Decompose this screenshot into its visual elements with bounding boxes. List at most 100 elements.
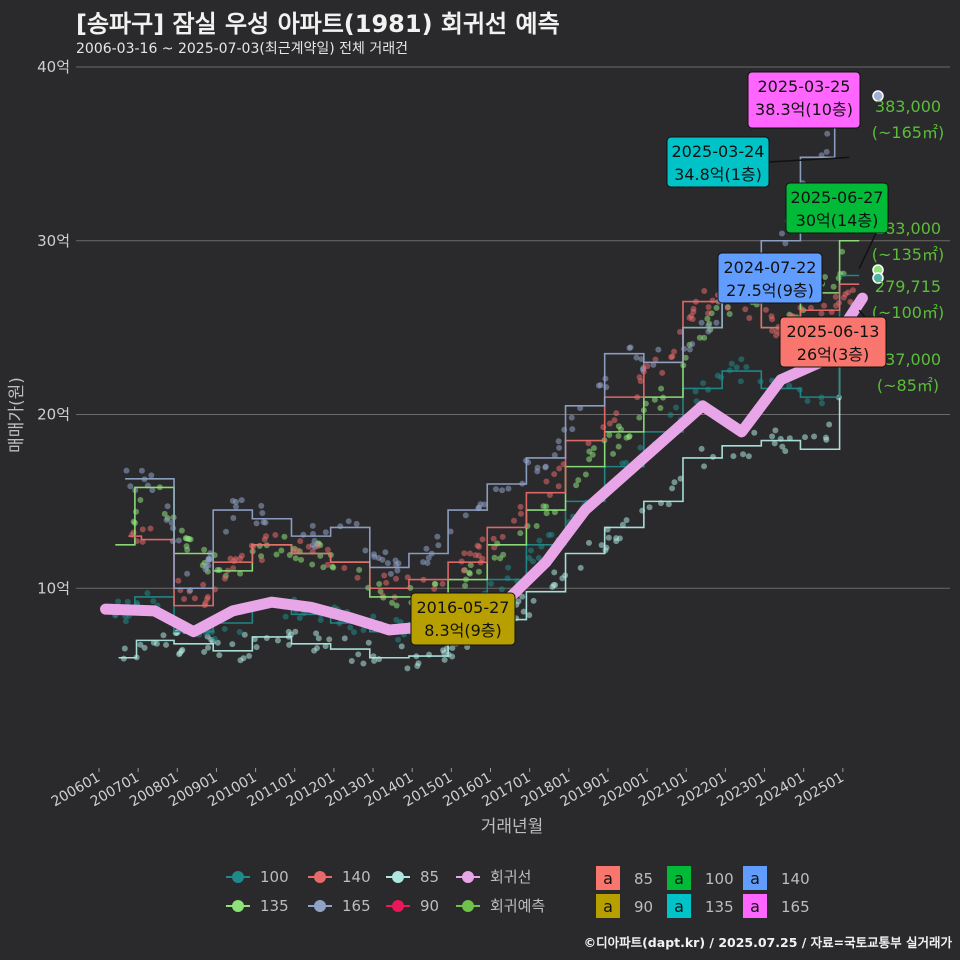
scatter-point [617, 426, 624, 433]
scatter-point [705, 328, 712, 335]
prediction-value: 383,000 [875, 97, 941, 116]
scatter-point [351, 629, 358, 636]
scatter-point [447, 528, 454, 535]
scatter-point [768, 313, 775, 320]
scatter-point [356, 566, 363, 573]
scatter-point [698, 445, 705, 452]
scatter-point [467, 562, 474, 569]
scatter-point [801, 434, 808, 441]
scatter-point [479, 536, 486, 543]
scatter-point [690, 305, 697, 312]
scatter-point [370, 613, 377, 620]
scatter-point [449, 644, 456, 651]
scatter-point [673, 404, 680, 411]
scatter-point [745, 453, 752, 460]
scatter-point [724, 304, 731, 311]
scatter-point [527, 547, 534, 554]
scatter-point [221, 575, 228, 582]
scatter-point [124, 598, 131, 605]
scatter-point [556, 465, 563, 472]
scatter-point [847, 298, 854, 305]
callout-date: 2024-07-22 [724, 258, 817, 277]
legend-label: 165 [342, 897, 371, 915]
scatter-point [700, 380, 707, 387]
callout-price: 34.8억(1층) [674, 165, 762, 184]
scatter-point [530, 597, 537, 604]
scatter-point [163, 641, 170, 648]
callout-price: 38.3억(10층) [755, 100, 853, 119]
scatter-point [821, 274, 828, 281]
scatter-point [424, 560, 431, 567]
scatter-point [807, 304, 814, 311]
scatter-point [677, 475, 684, 482]
scatter-point [738, 356, 745, 363]
scatter-point [498, 586, 505, 593]
scatter-point [582, 471, 589, 478]
scatter-point [543, 503, 550, 510]
scatter-point [655, 346, 662, 353]
x-axis: 2006012007012008012009012010012011012012… [49, 768, 847, 810]
scatter-point [705, 304, 712, 311]
scatter-point [200, 581, 207, 588]
callout-box [747, 71, 861, 129]
scatter-point [709, 453, 716, 460]
legend-label: 165 [781, 898, 810, 916]
scatter-point [671, 348, 678, 355]
legend-marker [314, 900, 326, 912]
scatter-point [253, 644, 260, 651]
scatter-point [517, 510, 524, 517]
scatter-point [577, 564, 584, 571]
scatter-point [120, 655, 127, 662]
scatter-point [698, 319, 705, 326]
scatter-point [393, 602, 400, 609]
legend-key-text: a [603, 869, 613, 888]
scatter-point [153, 640, 160, 647]
scatter-point [205, 556, 212, 563]
scatter-point [824, 130, 831, 137]
scatter-point [141, 644, 148, 651]
scatter-point [701, 463, 708, 470]
scatter-point [491, 554, 498, 561]
scatter-point [163, 517, 170, 524]
scatter-point [669, 353, 676, 360]
legend-label: 135 [705, 898, 734, 916]
scatter-point [161, 510, 168, 517]
scatter-point [832, 302, 839, 309]
scatter-point [543, 478, 550, 485]
y-axis: 10억 20억 30억 40억 [37, 58, 70, 597]
scatter-point [317, 552, 324, 559]
prediction-value: 283,000 [875, 219, 941, 238]
scatter-point [317, 617, 324, 624]
scatter-point [520, 608, 527, 615]
callout-price: 30억(14층) [796, 211, 879, 230]
scatter-point [779, 443, 786, 450]
scatter-point [555, 483, 562, 490]
legend-label: 회귀선 [490, 868, 531, 886]
scatter-point [238, 552, 245, 559]
scatter-point [636, 414, 643, 421]
prediction-point [872, 90, 884, 102]
scatter-point [211, 635, 218, 642]
callout-leader [768, 156, 850, 163]
regression-line [100, 292, 868, 638]
scatter-point [273, 551, 280, 558]
legend-marker [392, 871, 404, 883]
scatter-point [681, 345, 688, 352]
scatter-point [517, 503, 524, 510]
scatter-point [585, 440, 592, 447]
scatter-point [769, 327, 776, 334]
scatter-point [313, 630, 320, 637]
legend-key-text: a [674, 869, 684, 888]
scatter-point [230, 515, 237, 522]
scatter-point [659, 369, 666, 376]
prediction-value: 279,715 [875, 277, 941, 296]
scatter-point [425, 554, 432, 561]
scatter-point [676, 328, 683, 335]
scatter-point [573, 482, 580, 489]
scatter-point [205, 644, 212, 651]
scatter-point [633, 354, 640, 361]
scatter-point [740, 451, 747, 458]
scatter-point [256, 542, 263, 549]
scatter-point [701, 288, 708, 295]
scatter-point [826, 421, 833, 428]
